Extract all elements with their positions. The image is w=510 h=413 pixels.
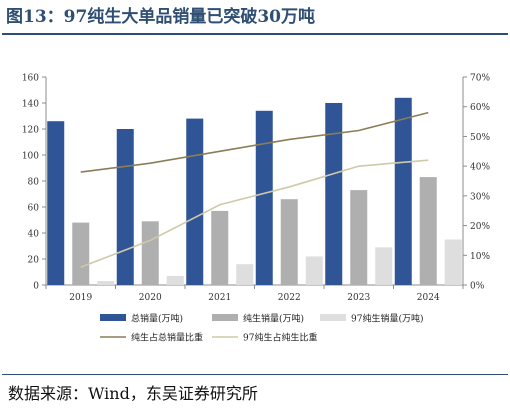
bar: [419, 177, 437, 285]
bar: [444, 239, 462, 285]
figure-title: 图13：97纯生大单品销量已突破30万吨: [6, 7, 315, 27]
x-tick-label: 2021: [208, 293, 231, 303]
bar: [255, 110, 273, 285]
x-tick-label: 2022: [278, 293, 301, 303]
legend-label: 总销量(万吨): [131, 313, 183, 325]
series-line: [80, 111, 429, 173]
bar: [166, 275, 184, 285]
bar: [116, 129, 134, 285]
bar: [186, 118, 204, 285]
legend: 总销量(万吨) 纯生销量(万吨) 97纯生销量(万吨) 纯生占总销量比重 97纯生占纯生…: [100, 313, 423, 344]
combo-chart: 0 20 40 60 80 100 120 140 160 0% 10% 20% 30% 40% 50% 60…: [22, 74, 491, 344]
bar: [350, 190, 368, 285]
legend-swatch: [320, 314, 346, 321]
source-rule: [2, 374, 508, 375]
right-tick-label: 10%: [470, 252, 490, 262]
left-tick-label: 60: [28, 204, 40, 214]
x-tick-label: 2023: [347, 293, 370, 303]
lines: [80, 111, 429, 268]
x-tick-label: 2024: [417, 293, 440, 303]
bar: [305, 256, 323, 285]
source-note: 数据来源：Wind，东吴证券研究所: [8, 384, 258, 403]
right-tick-label: 60%: [470, 103, 490, 113]
right-tick-label: 70%: [470, 74, 490, 84]
bar: [72, 222, 90, 285]
right-tick-label: 50%: [470, 133, 490, 143]
legend-swatch: [212, 314, 238, 321]
bar: [325, 103, 343, 285]
bar: [394, 97, 412, 285]
bar: [141, 221, 159, 285]
legend-label: 纯生占总销量比重: [131, 332, 203, 344]
bar: [97, 281, 115, 285]
left-tick-label: 160: [22, 74, 39, 84]
left-tick-label: 20: [28, 256, 40, 266]
bar: [375, 247, 393, 285]
axes: [42, 76, 467, 289]
legend-label: 纯生销量(万吨): [243, 313, 304, 325]
x-tick-label: 2019: [69, 293, 92, 303]
right-tick-label: 30%: [470, 192, 490, 202]
left-tick-label: 40: [28, 230, 40, 240]
title-rule: [2, 33, 508, 35]
bar: [236, 264, 254, 285]
right-tick-label: 0%: [470, 282, 485, 292]
bars: [47, 97, 462, 285]
right-tick-label: 20%: [470, 222, 490, 232]
bar: [47, 121, 65, 285]
left-tick-label: 0: [33, 282, 39, 292]
series-line: [80, 159, 429, 268]
right-tick-label: 40%: [470, 163, 490, 173]
bar: [211, 210, 229, 285]
left-tick-label: 80: [28, 178, 40, 188]
left-tick-label: 100: [22, 152, 39, 162]
left-tick-label: 140: [22, 100, 39, 110]
legend-swatch: [100, 314, 126, 321]
x-tick-label: 2020: [139, 293, 162, 303]
legend-label: 97纯生销量(万吨): [351, 313, 423, 325]
tick-labels: 0 20 40 60 80 100 120 140 160 0% 10% 20% 30% 40% 50% 60…: [22, 74, 491, 304]
left-tick-label: 120: [22, 126, 39, 136]
bar: [280, 199, 298, 285]
legend-label: 97纯生占纯生比重: [243, 332, 317, 344]
